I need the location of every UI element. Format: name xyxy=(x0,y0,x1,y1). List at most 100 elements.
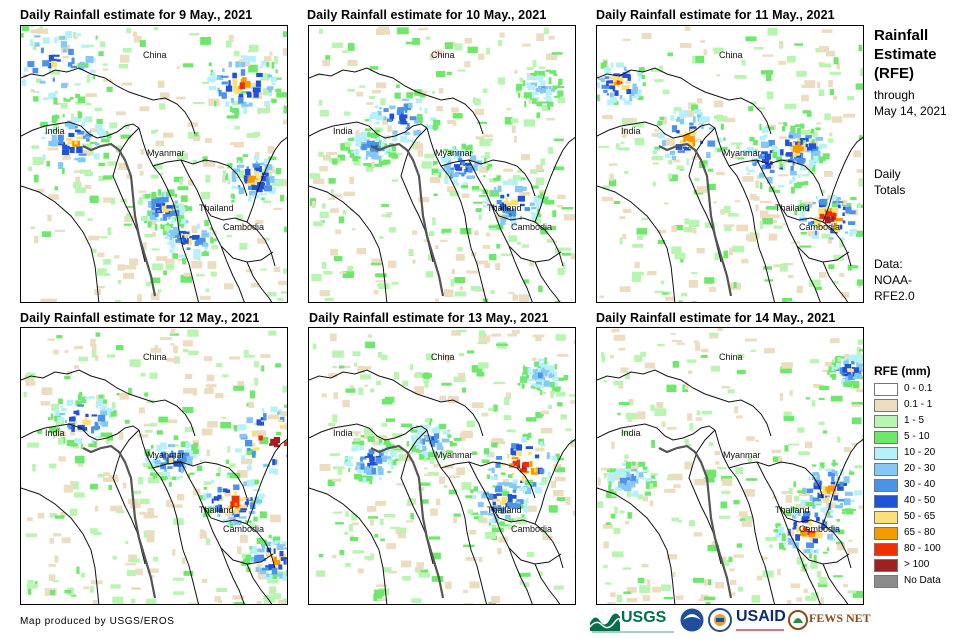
map-panel-2: China India Myanmar Thailand Cambodia xyxy=(308,25,576,303)
legend-swatch xyxy=(874,559,898,572)
map-label-myanmar: Myanmar xyxy=(147,148,185,158)
rainfall-field xyxy=(597,328,863,604)
map-label-myanmar: Myanmar xyxy=(435,450,473,460)
sidebar-title-line1: Rainfall xyxy=(874,27,929,44)
map-label-cambodia: Cambodia xyxy=(223,524,265,534)
sidebar-data-line2: NOAA- xyxy=(874,273,913,287)
sidebar-data-line1: Data: xyxy=(874,257,903,271)
map-panel-5: China India Myanmar Thailand Cambodia xyxy=(308,327,576,605)
usaid-logo: USAID xyxy=(736,606,786,634)
map-label-india: India xyxy=(45,126,65,136)
sidebar-title-line2: Estimate xyxy=(874,46,937,63)
legend-label: 20 - 30 xyxy=(904,463,936,474)
sidebar-through-line1: through xyxy=(874,88,915,102)
panel-title-6: Daily Rainfall estimate for 14 May., 202… xyxy=(596,311,836,325)
legend-label: 1 - 5 xyxy=(904,415,925,426)
map-label-china: China xyxy=(431,50,455,60)
sidebar-data-line3: RFE2.0 xyxy=(874,289,915,303)
map-panel-3: China India Myanmar Thailand Cambodia xyxy=(596,25,864,303)
noaa-logo xyxy=(680,606,704,634)
country-borders xyxy=(309,67,575,302)
map-label-thailand: Thailand xyxy=(775,505,810,515)
legend-label: 30 - 40 xyxy=(904,479,936,490)
legend-swatch xyxy=(874,575,898,588)
rainfall-map xyxy=(597,26,863,302)
legend-label: 0.1 - 1 xyxy=(904,399,933,410)
map-label-myanmar: Myanmar xyxy=(723,450,761,460)
rainfall-map xyxy=(21,328,287,604)
fewsnet-logo-text: FEWS NET xyxy=(809,611,871,625)
fewsnet-emblem-icon xyxy=(788,610,808,630)
fewsnet-logo: FEWS NET xyxy=(788,606,871,634)
legend-label: 40 - 50 xyxy=(904,495,936,506)
rainfall-map xyxy=(309,329,575,604)
map-label-cambodia: Cambodia xyxy=(799,524,841,534)
legend-label: No Data xyxy=(904,575,941,586)
map-label-india: India xyxy=(45,428,65,438)
dos-seal-logo xyxy=(708,606,732,634)
map-label-china: China xyxy=(719,50,743,60)
map-label-india: India xyxy=(333,126,353,136)
map-label-cambodia: Cambodia xyxy=(511,222,553,232)
map-label-myanmar: Myanmar xyxy=(435,148,473,158)
map-label-thailand: Thailand xyxy=(775,203,810,213)
legend-swatch xyxy=(874,479,898,492)
noaa-emblem-icon xyxy=(680,608,704,632)
panel-title-5: Daily Rainfall estimate for 13 May., 202… xyxy=(309,311,549,325)
map-panel-6: China India Myanmar Thailand Cambodia xyxy=(596,327,864,605)
usgs-logo: USGS xyxy=(590,606,676,634)
map-label-china: China xyxy=(431,352,455,362)
usgs-logo-text: USGS xyxy=(621,609,667,626)
map-panel-1: China India Myanmar Thailand Cambodia xyxy=(20,25,288,303)
logo-strip: USGS USAID FEWS NET xyxy=(590,606,871,634)
legend-swatch xyxy=(874,415,898,428)
rainfall-field xyxy=(23,328,287,604)
legend-swatch xyxy=(874,527,898,540)
legend-swatch xyxy=(874,543,898,556)
sidebar-daily-totals: Daily Totals xyxy=(874,166,905,198)
map-label-myanmar: Myanmar xyxy=(723,148,761,158)
legend-label: 10 - 20 xyxy=(904,447,936,458)
legend-label: 80 - 100 xyxy=(904,543,941,554)
sidebar-through: through May 14, 2021 xyxy=(874,87,947,119)
map-label-myanmar: Myanmar xyxy=(147,450,185,460)
country-borders xyxy=(21,67,287,302)
sidebar-daily-line2: Totals xyxy=(874,183,906,197)
legend-label: > 100 xyxy=(904,559,930,570)
rainfall-map xyxy=(597,328,863,604)
legend-label: 50 - 65 xyxy=(904,511,936,522)
map-label-india: India xyxy=(333,428,353,438)
legend-label: 0 - 0.1 xyxy=(904,383,933,394)
map-label-china: China xyxy=(719,352,743,362)
legend-swatch xyxy=(874,383,898,396)
map-label-thailand: Thailand xyxy=(199,203,234,213)
map-label-india: India xyxy=(621,126,641,136)
map-label-thailand: Thailand xyxy=(487,505,522,515)
rainfall-field xyxy=(309,26,575,302)
usgs-tagline-mark xyxy=(592,631,674,633)
sidebar-title: Rainfall Estimate (RFE) xyxy=(874,26,937,83)
panel-title-4: Daily Rainfall estimate for 12 May., 202… xyxy=(20,311,260,325)
sidebar-through-line2: May 14, 2021 xyxy=(874,104,947,118)
rainfall-field xyxy=(597,26,863,302)
legend-swatch xyxy=(874,511,898,524)
legend-swatch xyxy=(874,495,898,508)
legend-swatch xyxy=(874,447,898,460)
rainfall-map xyxy=(21,26,287,302)
usaid-logo-text: USAID xyxy=(736,608,786,625)
map-label-cambodia: Cambodia xyxy=(511,524,553,534)
sidebar-title-line3: (RFE) xyxy=(874,65,914,82)
panel-title-3: Daily Rainfall estimate for 11 May., 202… xyxy=(596,8,835,22)
country-borders xyxy=(309,369,575,604)
country-borders xyxy=(21,369,287,604)
map-label-india: India xyxy=(621,428,641,438)
legend-label: 65 - 80 xyxy=(904,527,936,538)
country-borders xyxy=(597,67,863,302)
panel-title-1: Daily Rainfall estimate for 9 May., 2021 xyxy=(20,8,253,22)
legend-swatch xyxy=(874,463,898,476)
map-label-thailand: Thailand xyxy=(199,505,234,515)
map-label-cambodia: Cambodia xyxy=(799,222,841,232)
seal-emblem-icon xyxy=(708,608,732,632)
country-borders xyxy=(597,369,863,604)
legend-swatch xyxy=(874,431,898,444)
